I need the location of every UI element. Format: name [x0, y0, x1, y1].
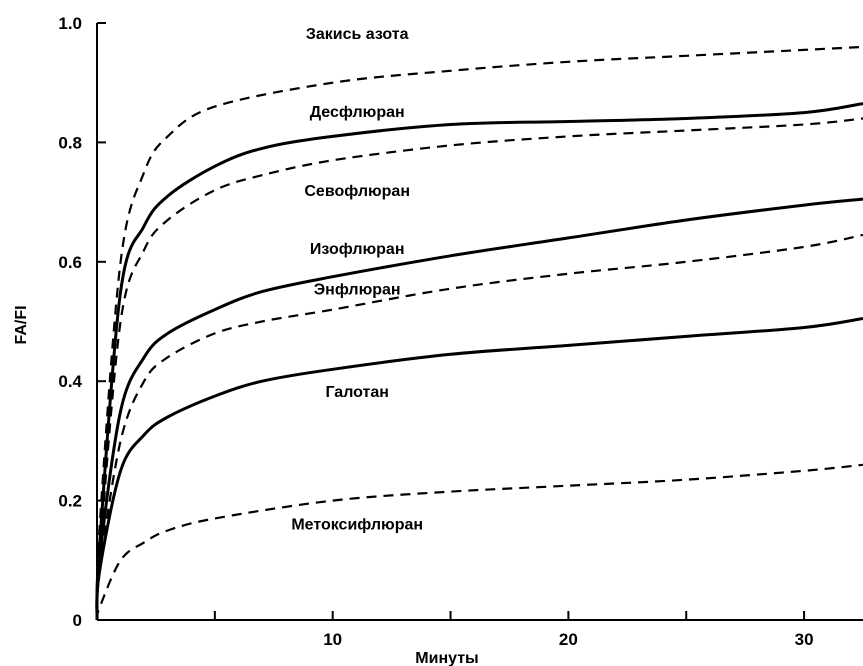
- series-line: [95, 463, 863, 621]
- y-tick-label: 0.6: [58, 253, 82, 272]
- series-layer: [95, 45, 863, 621]
- y-tick-label: 0: [73, 611, 82, 630]
- series-label: Закись азота: [306, 26, 409, 43]
- x-tick-label: 10: [323, 630, 342, 649]
- series-line: [95, 197, 863, 621]
- series-label: Десфлюран: [310, 104, 405, 121]
- series-label: Галотан: [325, 384, 388, 401]
- series-line: [95, 45, 863, 621]
- x-tick-label: 30: [795, 630, 814, 649]
- series-line: [95, 317, 863, 621]
- x-tick-label: 20: [559, 630, 578, 649]
- y-tick-label: 1.0: [58, 14, 82, 33]
- series-line: [95, 102, 863, 621]
- y-axis-label: FA/FI: [13, 305, 30, 344]
- series-labels: Закись азота Десфлюран Севофлюран Изофлюран…: [291, 26, 423, 533]
- y-tick-label: 0.8: [58, 133, 82, 152]
- y-tick-label: 0.4: [58, 372, 82, 391]
- series-label: Метоксифлюран: [291, 516, 423, 533]
- x-axis-label: Минуты: [415, 650, 478, 666]
- series-label: Энфлюран: [314, 282, 401, 299]
- axes: 0 0.2 0.4 0.6 0.8 1.0 10 20 30: [58, 14, 863, 649]
- y-tick-label: 0.2: [58, 492, 82, 511]
- series-label: Изофлюран: [310, 241, 405, 258]
- series-line: [95, 117, 863, 621]
- series-line: [95, 233, 863, 621]
- series-label: Севофлюран: [304, 183, 410, 200]
